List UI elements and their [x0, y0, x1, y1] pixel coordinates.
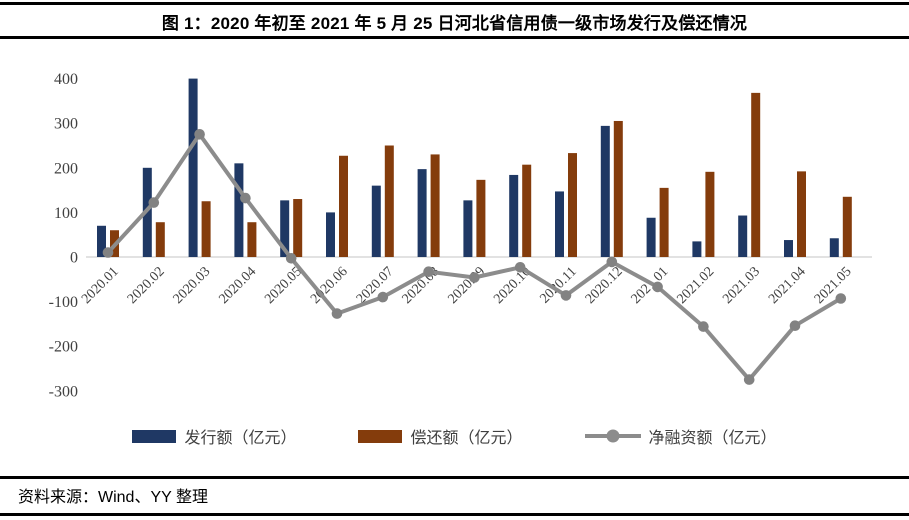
x-tick-label: 2021.03 — [720, 264, 763, 307]
issuance-bar — [646, 217, 656, 257]
issuance-bar — [97, 225, 106, 257]
title-divider-rule — [0, 36, 909, 39]
source-text: 资料来源：Wind、YY 整理 — [18, 489, 208, 506]
net-dot — [377, 291, 389, 303]
net-dot — [194, 129, 205, 140]
repayment-bar — [247, 222, 257, 257]
repayment-bar — [751, 92, 761, 257]
issuance-bar — [188, 78, 198, 257]
x-tick-label: 2020.04 — [216, 264, 259, 307]
issuance-swatch — [132, 429, 177, 443]
net-dot — [698, 321, 709, 332]
net-dot — [102, 247, 114, 258]
x-tick-label: 2020.02 — [125, 264, 168, 307]
chart-title: 图 1：2020 年初至 2021 年 5 月 25 日河北省信用债一级市场发行… — [161, 14, 748, 33]
issuance-bar — [371, 185, 381, 257]
y-tick-label: -300 — [49, 383, 78, 400]
net-dot — [240, 192, 251, 204]
repayment-bar — [705, 171, 715, 257]
x-tick-label: 2021.02 — [674, 264, 717, 307]
x-tick-label: 2020.09 — [445, 264, 488, 307]
repayment-bar — [155, 222, 165, 257]
issuance-bar — [784, 240, 793, 257]
net-dot — [469, 272, 480, 283]
issuance-bar — [509, 174, 519, 257]
issuance-bar — [738, 215, 748, 257]
x-tick-label: 2021.01 — [629, 264, 672, 307]
y-tick-label: -100 — [49, 294, 78, 311]
issuance-bar — [600, 125, 610, 257]
x-tick-label: 2020.12 — [583, 264, 626, 307]
repayment-bar — [384, 145, 394, 257]
issuance-bar — [829, 238, 839, 257]
y-tick-label: 200 — [54, 160, 78, 177]
y-tick-label: 100 — [54, 205, 78, 222]
net-dot — [789, 320, 801, 332]
x-tick-label: 2020.01 — [79, 264, 122, 307]
issuance-bar — [417, 169, 427, 257]
repayment-bar — [797, 171, 806, 257]
bottom-rule — [0, 513, 909, 516]
y-tick-label: -200 — [49, 339, 78, 356]
legend-label-issuance: 发行额（亿元） — [184, 430, 297, 447]
net-dot — [514, 262, 526, 273]
net-dot — [285, 253, 297, 264]
repayment-bar — [476, 179, 486, 257]
x-tick-label: 2021.05 — [812, 264, 855, 307]
issuance-bar — [234, 163, 244, 257]
x-tick-label: 2021.04 — [766, 264, 809, 307]
chart-legend: 发行额（亿元） 偿还额（亿元） 净融资额（亿元） — [0, 424, 909, 448]
legend-item-issuance: 发行额（亿元） — [132, 424, 296, 448]
y-tick-label: 400 — [54, 71, 78, 88]
repayment-bar — [842, 196, 852, 257]
issuance-bar — [692, 241, 702, 257]
net-dot — [606, 256, 618, 268]
net-dot — [560, 290, 572, 301]
legend-item-net: 净融资额（亿元） — [584, 424, 777, 448]
source-divider-rule — [0, 476, 909, 479]
issuance-bar — [326, 212, 335, 257]
repayment-bar — [339, 155, 348, 257]
x-tick-label: 2020.05 — [262, 264, 305, 307]
repayment-bar — [201, 201, 211, 257]
x-tick-label: 2020.11 — [537, 264, 579, 306]
repayment-bar — [659, 187, 669, 257]
net-dot — [743, 374, 755, 385]
legend-label-repayment: 偿还额（亿元） — [410, 430, 523, 447]
legend-item-repayment: 偿还额（亿元） — [358, 424, 523, 448]
issuance-bar — [280, 200, 290, 257]
net-dot — [423, 266, 434, 277]
net-dot — [331, 308, 343, 319]
repayment-bar — [568, 153, 577, 257]
repayment-bar — [522, 164, 532, 257]
y-tick-label: 0 — [70, 250, 78, 267]
y-tick-label: 300 — [54, 116, 78, 133]
repayment-bar — [613, 120, 623, 257]
repayment-bar — [293, 199, 303, 257]
net-dot — [652, 281, 663, 293]
top-rule — [0, 2, 909, 5]
net-dot — [148, 197, 160, 208]
issuance-bar — [555, 191, 564, 257]
issuance-bar — [463, 200, 473, 257]
net-dot — [835, 293, 847, 304]
repayment-bar — [430, 154, 440, 257]
repayment-swatch — [358, 429, 403, 443]
x-tick-label: 2020.03 — [171, 264, 214, 307]
net-dot-icon — [606, 429, 619, 443]
net-line-swatch — [584, 429, 641, 443]
legend-label-net: 净融资额（亿元） — [648, 430, 777, 447]
